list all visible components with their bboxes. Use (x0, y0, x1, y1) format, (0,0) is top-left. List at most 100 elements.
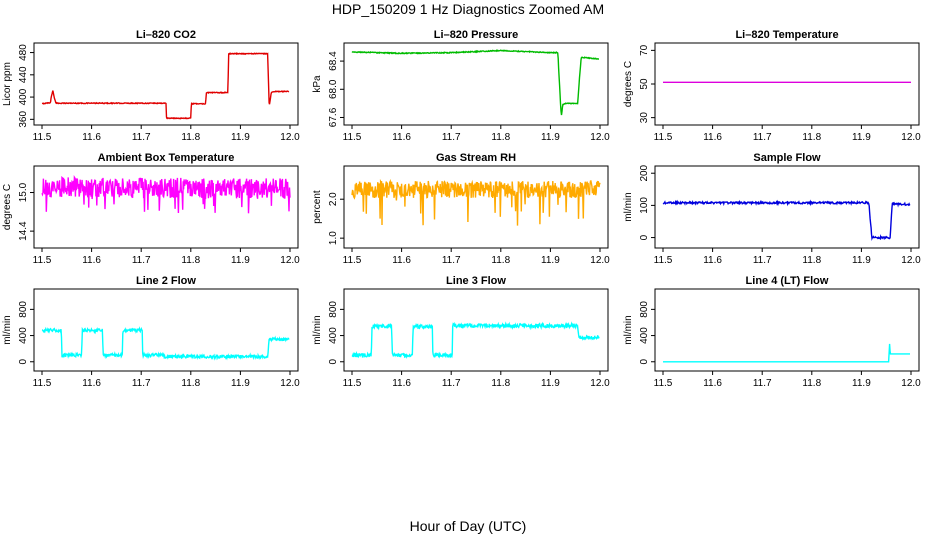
x-tick-label: 11.6 (703, 255, 722, 266)
x-tick-label: 11.9 (541, 132, 560, 143)
y-axis-label: degrees C (2, 184, 13, 230)
series-line (41, 326, 290, 361)
x-tick-label: 12.0 (901, 255, 921, 266)
x-tick-label: 12.0 (280, 255, 300, 266)
y-axis-label: percent (312, 190, 323, 224)
y-axis-label: ml/min (312, 315, 323, 344)
plot-frame (343, 165, 609, 249)
figure-title: HDP_150209 1 Hz Diagnostics Zoomed AM (331, 1, 605, 17)
x-tick-label: 11.6 (392, 378, 411, 389)
panel-7: Line 2 Flow 11.5 11.6 11.7 11.8 11.9 12.0 0 400 8… (2, 275, 300, 389)
x-tick-label: 11.8 (802, 255, 821, 266)
y-tick-label: 440 (18, 66, 29, 83)
x-tick-label: 11.6 (703, 378, 722, 389)
x-tick-label: 11.9 (852, 132, 871, 143)
plot-frame (654, 165, 920, 249)
plot-frame (33, 42, 299, 126)
y-tick-label: 400 (639, 327, 650, 344)
y-tick-label: 360 (18, 111, 29, 128)
series-line (351, 178, 601, 226)
x-tick-label: 11.5 (33, 132, 52, 143)
series-line (351, 49, 599, 116)
y-axis-label: Licor ppm (2, 62, 13, 106)
y-tick-label: 100 (639, 197, 650, 214)
x-tick-label: 12.0 (590, 132, 610, 143)
plot-frame (33, 165, 299, 249)
y-tick-label: 0 (639, 359, 650, 365)
series-line (663, 343, 910, 363)
x-tick-label: 11.7 (132, 255, 151, 266)
x-tick-label: 11.5 (654, 255, 673, 266)
series-line (41, 174, 291, 214)
x-tick-label: 12.0 (280, 378, 300, 389)
panel-5: Gas Stream RH 11.5 11.6 11.7 11.8 11.9 12.0 1.0… (312, 152, 610, 266)
y-tick-label: 0 (328, 359, 339, 365)
x-tick-label: 11.5 (654, 132, 673, 143)
x-tick-label: 11.7 (442, 132, 461, 143)
plot-frame (33, 288, 299, 372)
plot-frame (654, 288, 920, 372)
x-tick-label: 11.5 (343, 378, 362, 389)
y-tick-label: 50 (639, 78, 650, 90)
x-tick-label: 11.8 (491, 132, 510, 143)
x-tick-label: 11.5 (33, 378, 52, 389)
x-tick-label: 11.6 (82, 378, 101, 389)
y-axis-label: ml/min (2, 315, 13, 344)
x-tick-label: 11.5 (343, 132, 362, 143)
x-tick-label: 11.6 (703, 132, 722, 143)
panel-4: Ambient Box Temperature 11.5 11.6 11.7 11.8 1… (2, 152, 300, 266)
panel-title: Line 2 Flow (136, 275, 196, 287)
y-tick-label: 1.0 (328, 231, 339, 245)
x-tick-label: 11.6 (392, 132, 411, 143)
panel-title: Li–820 Pressure (434, 29, 518, 41)
x-tick-label: 11.8 (491, 255, 510, 266)
y-tick-label: 68.0 (328, 79, 339, 99)
y-tick-label: 480 (18, 44, 29, 61)
y-tick-label: 70 (639, 44, 650, 56)
y-tick-label: 800 (328, 301, 339, 318)
x-tick-label: 11.9 (231, 378, 250, 389)
x-tick-label: 11.5 (343, 255, 362, 266)
x-tick-label: 11.7 (132, 378, 151, 389)
x-tick-label: 12.0 (901, 378, 921, 389)
x-tick-label: 11.6 (392, 255, 411, 266)
x-tick-label: 11.9 (852, 255, 871, 266)
y-tick-label: 800 (18, 301, 29, 318)
x-tick-label: 11.5 (654, 378, 673, 389)
x-tick-label: 11.9 (541, 255, 560, 266)
x-tick-label: 11.8 (491, 378, 510, 389)
panel-title: Sample Flow (753, 152, 821, 164)
x-tick-label: 11.8 (802, 132, 821, 143)
y-tick-label: 2.0 (328, 192, 339, 206)
plot-frame (654, 42, 920, 126)
y-tick-label: 0 (639, 234, 650, 240)
x-tick-label: 11.8 (802, 378, 821, 389)
y-tick-label: 400 (18, 88, 29, 105)
panel-8: Line 3 Flow 11.5 11.6 11.7 11.8 11.9 12.0 0 400 8… (312, 275, 610, 389)
x-tick-label: 11.6 (82, 132, 101, 143)
series-line (41, 52, 290, 120)
panel-2: Li–820 Pressure 11.5 11.6 11.7 11.8 11.9 12.0 6… (312, 29, 610, 143)
y-tick-label: 14.4 (18, 221, 29, 241)
panel-title: Ambient Box Temperature (98, 152, 235, 164)
x-tick-label: 11.9 (852, 378, 871, 389)
x-tick-label: 11.5 (33, 255, 52, 266)
x-tick-label: 11.9 (231, 132, 250, 143)
y-axis-label: ml/min (623, 315, 634, 344)
y-axis-label: degrees C (623, 61, 634, 107)
x-tick-label: 11.9 (541, 378, 560, 389)
x-tick-label: 11.7 (442, 255, 461, 266)
x-tick-label: 12.0 (590, 378, 610, 389)
plot-frame (343, 288, 609, 372)
y-tick-label: 15.0 (18, 182, 29, 202)
panel-title: Li–820 Temperature (735, 29, 838, 41)
panel-title: Li–820 CO2 (136, 29, 196, 41)
y-axis-label: kPa (312, 75, 323, 93)
x-tick-label: 11.7 (753, 378, 772, 389)
y-tick-label: 400 (18, 327, 29, 344)
y-tick-label: 800 (639, 301, 650, 318)
panel-3: Li–820 Temperature 11.5 11.6 11.7 11.8 11.9 12… (623, 29, 921, 143)
panel-title: Line 4 (LT) Flow (746, 275, 829, 287)
x-tick-label: 11.7 (753, 255, 772, 266)
plot-frame (343, 42, 609, 126)
